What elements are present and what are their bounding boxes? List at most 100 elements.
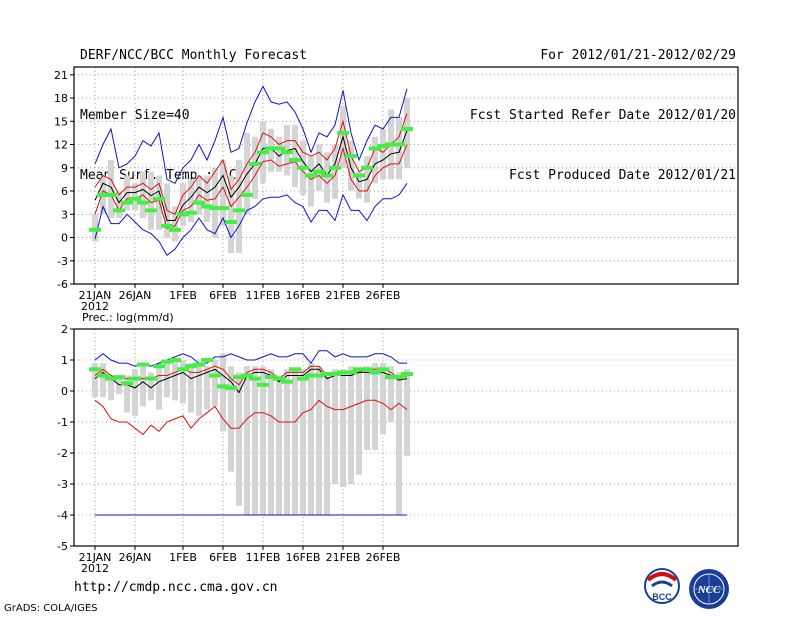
x-tick-label: 21JAN [79, 551, 112, 564]
box-bar [188, 179, 194, 222]
x-tick-year: 2012 [81, 562, 109, 575]
median-mark [369, 370, 381, 375]
forecast-period: For 2012/01/21-2012/02/29 [540, 48, 736, 63]
median-mark [145, 208, 157, 213]
box-bar [236, 372, 242, 506]
median-mark [209, 206, 221, 211]
box-bar [244, 366, 250, 515]
box-bar [324, 372, 330, 515]
median-mark [105, 376, 117, 381]
median-mark [313, 373, 325, 378]
median-mark [369, 146, 381, 151]
y-tick-label: 0 [61, 385, 68, 398]
median-mark [201, 204, 213, 209]
box-bar [308, 363, 314, 515]
x-tick-label: 26JAN [119, 551, 152, 564]
median-mark [305, 173, 317, 178]
box-bar [252, 136, 258, 199]
median-mark [329, 372, 341, 376]
median-mark [273, 376, 285, 381]
box-bar [220, 160, 226, 226]
grads-credit: GrADS: COLA/IGES [4, 603, 98, 614]
box-bar [268, 369, 274, 515]
box-bar [260, 366, 266, 515]
box-bar [180, 360, 186, 404]
box-bar [108, 160, 114, 219]
median-mark [241, 192, 253, 197]
median-mark [281, 379, 293, 384]
median-mark [225, 220, 237, 224]
median-mark [305, 373, 317, 378]
median-mark [393, 142, 405, 147]
median-mark [361, 165, 373, 170]
y-tick-label: 0 [61, 232, 68, 245]
median-mark [233, 208, 245, 213]
y-tick-label: 9 [61, 162, 68, 175]
start-date: Fcst Started Refer Date 2012/01/20 [469, 108, 736, 123]
x-tick-label: 26JAN [119, 289, 152, 302]
box-bar [188, 363, 194, 413]
produced-date: Fcst Produced Date 2012/01/21 [509, 168, 736, 183]
box-bar [388, 366, 394, 422]
y-tick-label: -3 [57, 478, 68, 491]
median-mark [329, 165, 341, 170]
box-bar [404, 369, 410, 457]
box-bar [140, 366, 146, 407]
box-bar [116, 191, 122, 219]
chart-title: DERF/NCC/BCC Monthly Forecast [80, 48, 307, 63]
median-mark [353, 367, 365, 372]
box-bar [124, 375, 130, 413]
box-bar [148, 171, 154, 230]
x-tick-label: 6FEB [209, 289, 237, 302]
median-mark [289, 367, 301, 372]
box-bar [92, 363, 98, 398]
box-bar [148, 372, 154, 401]
min-line [94, 183, 408, 257]
precip-panel-title: Prec.: log(mm/d) [82, 311, 174, 324]
median-mark [129, 376, 141, 381]
box-bar [228, 366, 234, 472]
x-tick-label: 11FEB [246, 551, 281, 564]
y-tick-label: -1 [57, 416, 68, 429]
x-tick-label: 1FEB [169, 289, 197, 302]
box-bar [212, 360, 218, 407]
box-bar [204, 366, 210, 410]
median-mark [297, 165, 309, 170]
median-mark [153, 196, 165, 201]
median-mark [393, 375, 405, 380]
median-mark [169, 227, 181, 232]
median-mark [361, 367, 373, 372]
median-mark [89, 227, 101, 232]
median-mark [137, 200, 149, 205]
member-size: Member Size=40 [80, 108, 190, 123]
median-mark [161, 359, 173, 364]
median-mark [193, 362, 205, 367]
std-low-line [94, 399, 408, 436]
plot-frame [73, 66, 739, 285]
median-mark [145, 376, 157, 381]
box-bar [332, 144, 338, 199]
median-mark [89, 367, 101, 372]
median-mark [137, 362, 149, 367]
box-bar [252, 366, 258, 515]
ncc-logo-icon: NCC [689, 569, 729, 609]
median-mark [185, 210, 197, 215]
box-bar [212, 167, 218, 238]
y-tick-label: 3 [61, 208, 68, 221]
median-mark [177, 367, 189, 372]
box-bar [164, 363, 170, 398]
median-mark [265, 375, 277, 380]
x-tick-label: 21FEB [326, 551, 361, 564]
x-tick-label: 26FEB [366, 289, 401, 302]
source-url[interactable]: http://cmdp.ncc.cma.gov.cn [74, 580, 278, 595]
box-bar [204, 175, 210, 222]
median-mark [97, 192, 109, 197]
bcc-logo-icon: BCC [644, 568, 680, 604]
median-mark [129, 196, 141, 201]
std-low-line [94, 144, 408, 229]
y-tick-label: -5 [57, 540, 68, 553]
x-tick-label: 16FEB [286, 289, 321, 302]
median-mark [233, 375, 245, 380]
